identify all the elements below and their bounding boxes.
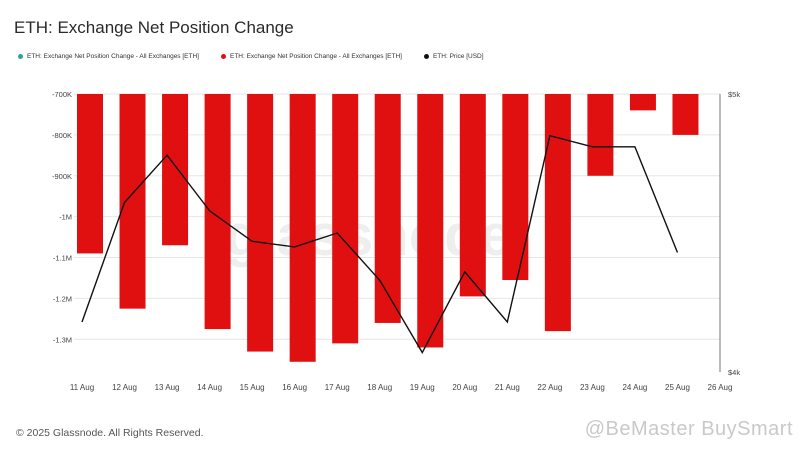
legend-dot-icon [423, 54, 429, 59]
left-tick-label: -1M [59, 213, 72, 222]
price-line-series [81, 134, 679, 354]
x-tick-label: 22 Aug [537, 383, 562, 392]
legend: ETH: Exchange Net Position Change - All … [18, 53, 484, 60]
legend-label: ETH: Exchange Net Position Change - All … [229, 53, 402, 60]
x-tick-label: 20 Aug [452, 383, 477, 392]
x-tick-label: 23 Aug [580, 383, 605, 392]
legend-dot-icon [18, 54, 23, 59]
bar [629, 94, 656, 111]
x-tick-label: 24 Aug [622, 383, 647, 392]
bar [417, 94, 444, 348]
watermark-bottom: @BeMaster BuySmart [584, 418, 793, 440]
bar [544, 94, 571, 332]
chart-title: ETH: Exchange Net Position Change [14, 18, 294, 37]
bar [459, 94, 486, 297]
bar-series [77, 94, 699, 362]
x-tick-label: 26 Aug [708, 383, 733, 392]
legend-dot-icon [220, 54, 226, 59]
right-tick-label: $4k [728, 368, 740, 377]
right-tick-label: $5k [728, 90, 740, 99]
x-tick-label: 15 Aug [240, 383, 265, 392]
x-tick-label: 19 Aug [410, 383, 435, 392]
left-axis: -700K -800K -900K -1M -1.1M -1.2M -1.3M [52, 90, 72, 344]
left-tick-label: -800K [52, 131, 72, 140]
bar [204, 94, 231, 330]
bar [587, 94, 614, 176]
legend-item-price[interactable]: ETH: Price [USD] [423, 53, 484, 60]
left-tick-label: -700K [52, 90, 72, 99]
legend-label: ETH: Exchange Net Position Change - All … [27, 53, 199, 60]
legend-label: ETH: Price [USD] [432, 53, 484, 60]
bar [289, 94, 316, 362]
x-axis: 11 Aug 12 Aug 13 Aug 14 Aug 15 Aug 16 Aug 17 A… [70, 383, 733, 392]
left-tick-label: -900K [52, 172, 72, 181]
x-tick-label: 18 Aug [367, 383, 392, 392]
bar [672, 94, 699, 135]
x-tick-label: 25 Aug [665, 383, 690, 392]
left-tick-label: -1.1M [53, 254, 72, 263]
legend-item-net-position-green[interactable]: ETH: Exchange Net Position Change - All … [18, 53, 199, 60]
bar [502, 94, 529, 281]
right-axis: $5k $4k [728, 90, 740, 377]
bar [119, 94, 146, 309]
x-tick-label: 17 Aug [325, 383, 350, 392]
copyright-footer: © 2025 Glassnode. All Rights Reserved. [16, 427, 204, 439]
x-tick-label: 21 Aug [495, 383, 520, 392]
x-tick-label: 11 Aug [70, 383, 94, 392]
left-tick-label: -1.2M [53, 294, 72, 303]
price-line [81, 134, 679, 354]
x-tick-label: 16 Aug [282, 383, 307, 392]
bar [247, 94, 274, 352]
x-tick-label: 13 Aug [155, 383, 180, 392]
x-tick-label: 14 Aug [197, 383, 222, 392]
bar [77, 94, 103, 254]
bar [332, 94, 359, 344]
bar [162, 94, 189, 246]
x-tick-label: 12 Aug [112, 383, 137, 392]
bar [374, 94, 401, 323]
legend-item-net-position-red[interactable]: ETH: Exchange Net Position Change - All … [220, 53, 402, 60]
left-tick-label: -1.3M [53, 335, 72, 344]
